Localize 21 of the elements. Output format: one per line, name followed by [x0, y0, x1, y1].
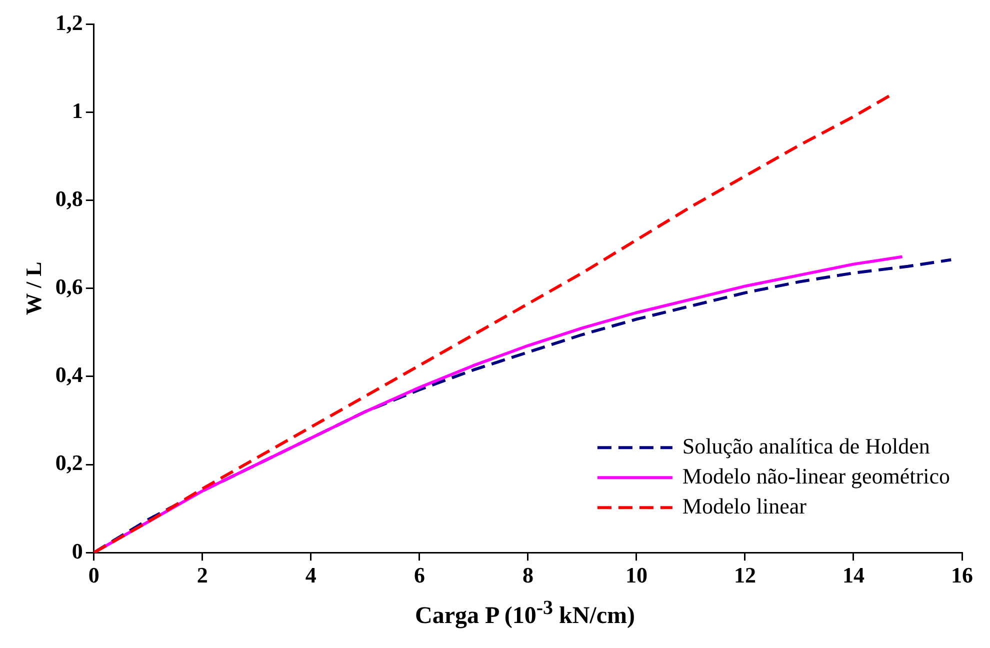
x-tick-label: 12 — [734, 562, 756, 588]
x-tick-label: 2 — [196, 562, 208, 588]
y-tick-label: 0,4 — [55, 362, 83, 388]
y-tick-label: 0,2 — [55, 450, 83, 476]
y-tick-label: 1 — [72, 98, 83, 123]
y-tick-label: 0 — [72, 538, 83, 564]
y-tick-label: 0,6 — [55, 274, 83, 300]
x-tick-label: 10 — [625, 562, 648, 588]
x-axis-title: Carga P (10$^{-3}$ kN/cm) — [414, 597, 636, 630]
legend-label: Solução analítica de Holden — [682, 433, 930, 458]
y-axis-title: W / L — [20, 262, 46, 316]
x-tick-label: 14 — [842, 562, 864, 588]
legend-label: Modelo não-linear geométrico — [682, 463, 950, 488]
x-tick-label: 4 — [305, 562, 316, 588]
x-tick-label: 0 — [88, 562, 100, 588]
x-tick-label: 8 — [522, 562, 534, 588]
x-tick-label: 16 — [951, 562, 973, 588]
y-tick-label: 1,2 — [55, 10, 83, 35]
legend-label: Modelo linear — [682, 493, 808, 518]
y-tick-label: 0,8 — [55, 186, 83, 212]
x-tick-label: 6 — [414, 562, 425, 588]
